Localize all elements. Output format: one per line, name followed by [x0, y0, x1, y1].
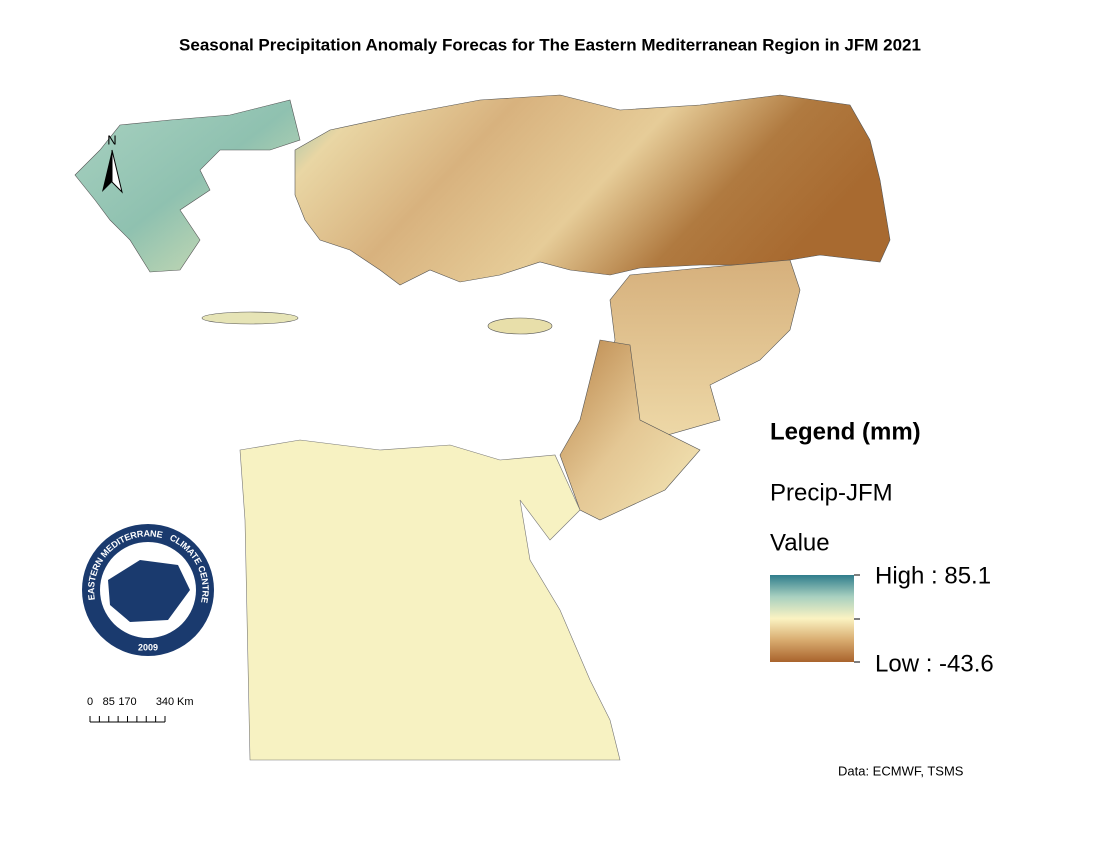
greece: [74, 99, 301, 273]
cyprus: [487, 317, 553, 335]
scale-label: 85: [103, 696, 115, 708]
map-regions: [74, 94, 891, 761]
turkey: [294, 94, 891, 286]
logo-text: EASTERN MEDITERRANEAN: [0, 0, 164, 601]
legend-layer: Precip-JFM: [770, 479, 893, 506]
legend-ramp: [770, 575, 854, 662]
legend-field: Value: [770, 529, 830, 556]
scale-label: 340: [156, 696, 174, 708]
levant: [559, 339, 701, 521]
legend-title: Legend (mm): [770, 418, 921, 445]
logo: EASTERN MEDITERRANEAN CLIMATE CENTRE 200…: [0, 0, 214, 656]
legend-high: High : 85.1: [875, 562, 991, 589]
credit: Data: ECMWF, TSMS: [838, 763, 964, 778]
scale-unit: Km: [177, 696, 194, 708]
egypt: [239, 439, 621, 761]
map-title: Seasonal Precipitation Anomaly Forecas f…: [179, 35, 921, 54]
scale-bar: 0 85 170 340 Km: [87, 696, 194, 723]
logo-text-top: EASTERN MEDITERRANEAN: [0, 0, 164, 601]
crete: [201, 311, 299, 325]
north-label: N: [107, 132, 116, 147]
legend: Legend (mm) Precip-JFM Value High : 85.1…: [770, 418, 994, 677]
legend-low: Low : -43.6: [875, 650, 994, 677]
logo-year: 2009: [138, 642, 158, 652]
scale-label: 170: [118, 696, 136, 708]
scale-label: 0: [87, 696, 93, 708]
north-arrow: N: [102, 132, 123, 194]
